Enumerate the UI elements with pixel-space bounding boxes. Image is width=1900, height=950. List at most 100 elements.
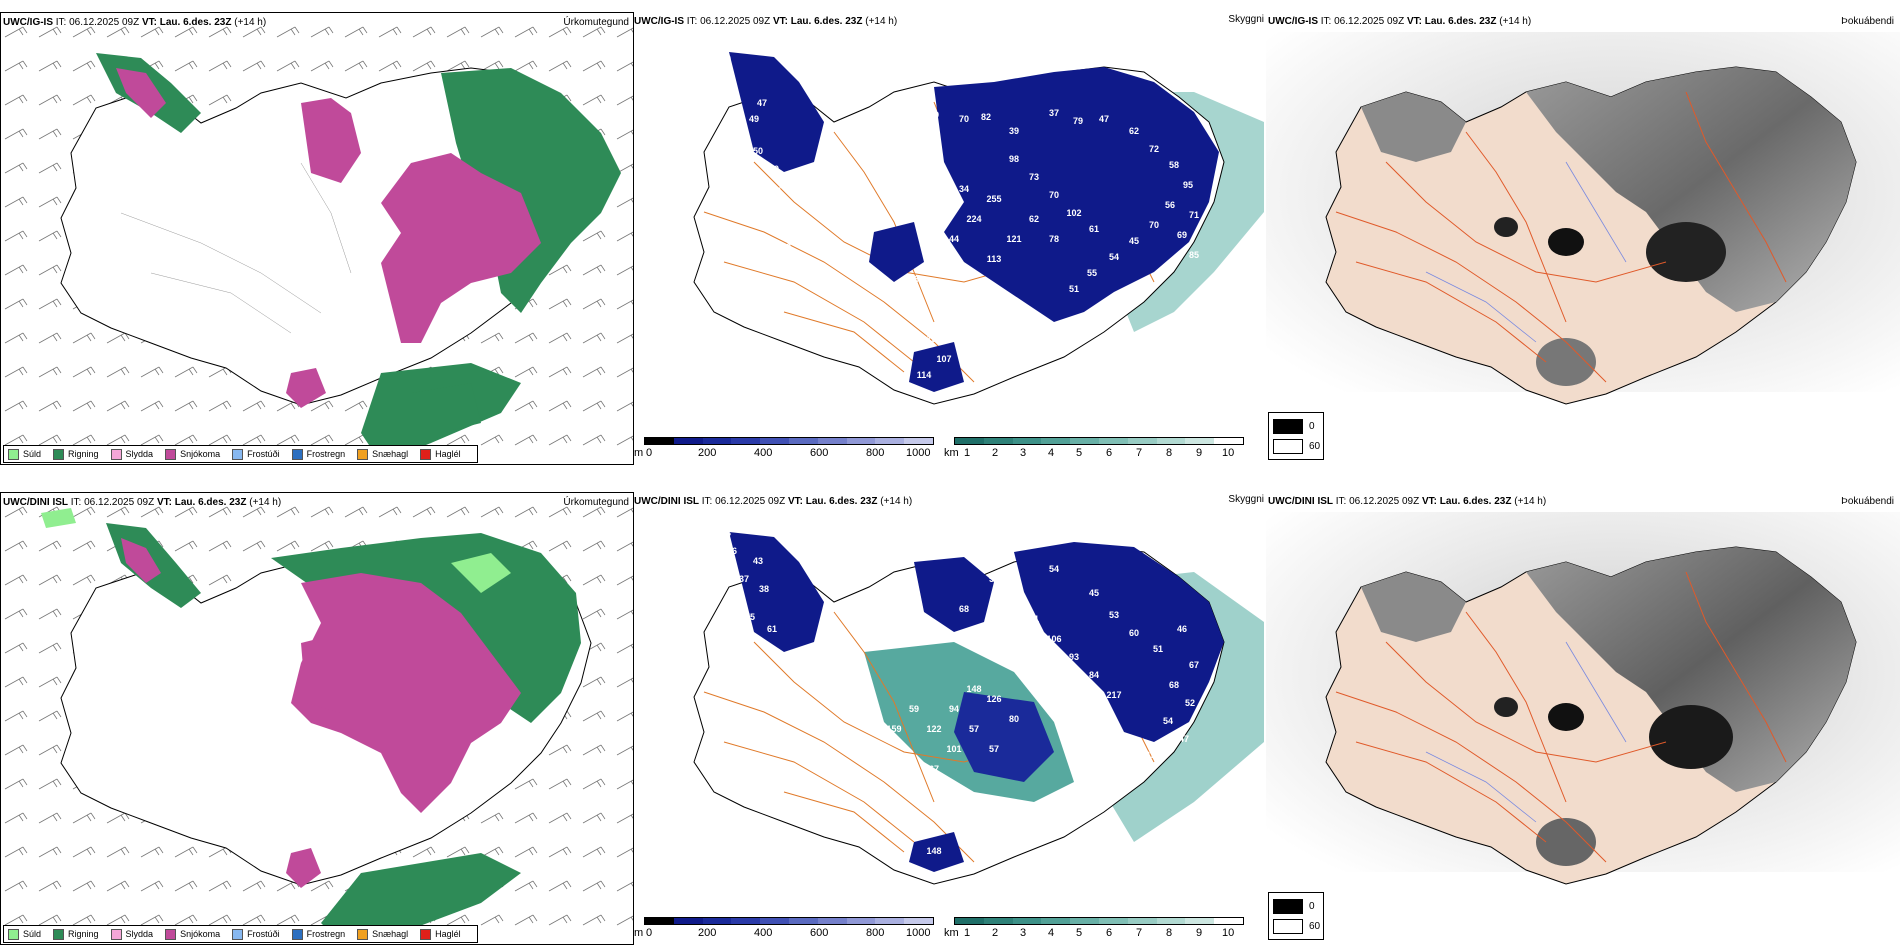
cloud-base-value: 224 bbox=[966, 214, 981, 224]
cloud-base-value: 62 bbox=[757, 210, 767, 220]
colorbar-tick: 8 bbox=[1166, 927, 1173, 939]
cloud-base-value: 50 bbox=[737, 644, 747, 654]
colorbar-tick: 7 bbox=[1136, 927, 1143, 939]
cloud-base-value: 126 bbox=[986, 694, 1001, 704]
legend-item: Snæhagl bbox=[357, 928, 408, 940]
cloud-base-value: 122 bbox=[926, 724, 941, 734]
cloud-base-value: 46 bbox=[949, 314, 959, 324]
fog-legend-black: 0 bbox=[1273, 899, 1315, 914]
precip-panel-row2: UWC/DINI ISL IT: 06.12.2025 09Z VT: Lau.… bbox=[0, 492, 634, 945]
legend-item: Snjókoma bbox=[165, 928, 220, 940]
rivers bbox=[1425, 641, 1627, 823]
header-cloud-row2: UWC/DINI ISL IT: 06.12.2025 09Z VT: Lau.… bbox=[634, 496, 913, 507]
cloud-base-value: 47 bbox=[1179, 734, 1189, 744]
fog-panel-row1: UWC/IG-IS IT: 06.12.2025 09Z VT: Lau. 6.… bbox=[1266, 12, 1900, 465]
colorbar-tick: 5 bbox=[1076, 447, 1083, 459]
fog-dark-spot bbox=[1548, 703, 1584, 731]
colorbar-tick: 4 bbox=[1048, 447, 1055, 459]
cloud-panel-row1: 39 49 47 49 52 50 60 47 45 51 49 62 44 50 42 56 59 70 82 39… bbox=[634, 12, 1264, 465]
cloud-base-value: 70 bbox=[959, 114, 969, 124]
cloud-base-value: 69 bbox=[729, 596, 739, 606]
cloud-base-value: 57 bbox=[989, 744, 999, 754]
cloud-base-value: 59 bbox=[929, 254, 939, 264]
cloud-base-value: 259 bbox=[1006, 654, 1021, 664]
cloud-base-value: 101 bbox=[946, 744, 961, 754]
snow-area-westfjords bbox=[121, 538, 161, 583]
cloud-base-value: 37 bbox=[1049, 108, 1059, 118]
legend-swatch bbox=[232, 448, 244, 460]
cloud-base-value: 54 bbox=[1163, 716, 1173, 726]
cloud-base-value: 37 bbox=[739, 574, 749, 584]
precip-map-row1 bbox=[1, 13, 633, 464]
colorbar-m-unit: m bbox=[634, 927, 644, 939]
snow-area-central bbox=[291, 573, 521, 813]
cloud-base-value: 60 bbox=[1129, 628, 1139, 638]
cloud-base-value: 75 bbox=[977, 624, 987, 634]
cloud-base-value: 69 bbox=[1177, 230, 1187, 240]
legend-swatch bbox=[357, 448, 369, 460]
fog-legend-swatch bbox=[1273, 439, 1303, 454]
legend-item: Frostúði bbox=[232, 928, 280, 940]
panel-title-cloud-row1: Skyggni bbox=[1228, 14, 1264, 25]
legend-item: Frostregn bbox=[291, 448, 345, 460]
cloud-base-value: 42 bbox=[781, 242, 791, 252]
cloud-base-value: 50 bbox=[801, 236, 811, 246]
cloud-base-value: 148 bbox=[966, 684, 981, 694]
cloud-base-value: 75 bbox=[745, 612, 755, 622]
fog-area-westfjords bbox=[1361, 92, 1466, 162]
legend-item: Snjókoma bbox=[165, 448, 220, 460]
cloud-base-value: 39 bbox=[1121, 766, 1131, 776]
header-cloud-row1: UWC/IG-IS IT: 06.12.2025 09Z VT: Lau. 6.… bbox=[634, 16, 898, 27]
cloud-base-value: 106 bbox=[1046, 634, 1061, 644]
colorbar-tick: 2 bbox=[992, 447, 999, 459]
colorbar-tick: 400 bbox=[754, 927, 773, 939]
legend-swatch bbox=[110, 448, 122, 460]
fog-legend-row1: 0 60 bbox=[1268, 412, 1324, 460]
cloud-base-value: 62 bbox=[1129, 126, 1139, 136]
cloud-base-value: 72 bbox=[1149, 144, 1159, 154]
cloud-base-value: 73 bbox=[1029, 172, 1039, 182]
colorbar-tick: 200 bbox=[698, 927, 717, 939]
legend-swatch bbox=[165, 448, 177, 460]
header-fog-row2: UWC/DINI ISL IT: 06.12.2025 09Z VT: Lau.… bbox=[1268, 496, 1547, 507]
fog-dark-spot bbox=[1649, 705, 1733, 769]
colorbar-tick: 7 bbox=[1136, 447, 1143, 459]
panel-title-precip-row1: Úrkomutegund bbox=[563, 17, 629, 28]
cloud-base-value: 49 bbox=[725, 72, 735, 82]
legend-item: Rigning bbox=[53, 928, 99, 940]
cloud-base-value: 22 bbox=[829, 584, 839, 594]
colorbar-km-row1: km 1 2 3 4 5 6 7 8 9 10 bbox=[944, 437, 1254, 465]
cloud-base-value: 48 bbox=[1099, 784, 1109, 794]
fog-dark-spot bbox=[1494, 217, 1518, 237]
fog-area-northeast bbox=[1526, 547, 1856, 792]
colorbar-km-row2: km 1 2 3 4 5 6 7 8 9 10 bbox=[944, 917, 1254, 945]
cloud-base-value: 195 bbox=[926, 334, 941, 344]
cloud-base-value: 52 bbox=[737, 132, 747, 142]
legend-item: Frostúði bbox=[232, 448, 280, 460]
cloud-base-value: 80 bbox=[1009, 714, 1019, 724]
colorbar-tick: 0 bbox=[646, 927, 653, 939]
cloud-base-value: 79 bbox=[1073, 116, 1083, 126]
legend-swatch bbox=[291, 928, 303, 940]
cloud-base-value: 38 bbox=[759, 584, 769, 594]
cloud-base-value: 50 bbox=[1007, 594, 1017, 604]
colorbar-tick: 6 bbox=[1106, 447, 1113, 459]
legend-item: Haglél bbox=[420, 928, 461, 940]
cloud-base-value: 34 bbox=[959, 184, 969, 194]
cloud-area-south bbox=[909, 832, 964, 872]
cloud-base-value: 67 bbox=[929, 764, 939, 774]
cloud-base-value: 66 bbox=[757, 660, 767, 670]
header-row1: UWC/IG-IS IT: 06.12.2025 09Z VT: Lau. 6.… bbox=[3, 17, 267, 28]
cloud-area-center bbox=[954, 692, 1054, 782]
cloud-base-map-row2: 43 46 43 37 38 69 75 61 50 66 58 22 57 50 68 75 54 45 53 60… bbox=[693, 528, 1264, 885]
fog-grey-spot bbox=[1536, 818, 1596, 866]
fog-legend-swatch bbox=[1273, 899, 1303, 914]
colorbar-tick: 800 bbox=[866, 927, 885, 939]
cloud-area-westfjords bbox=[729, 532, 824, 652]
cloud-base-value: 59 bbox=[929, 110, 939, 120]
cloud-base-value: 102 bbox=[1066, 208, 1081, 218]
cloud-base-value: 48 bbox=[929, 294, 939, 304]
rain-area-sea-south bbox=[321, 853, 521, 943]
colorbar-tick: 600 bbox=[810, 447, 829, 459]
precip-panel-row1: UWC/IG-IS IT: 06.12.2025 09Z VT: Lau. 6.… bbox=[0, 12, 634, 465]
